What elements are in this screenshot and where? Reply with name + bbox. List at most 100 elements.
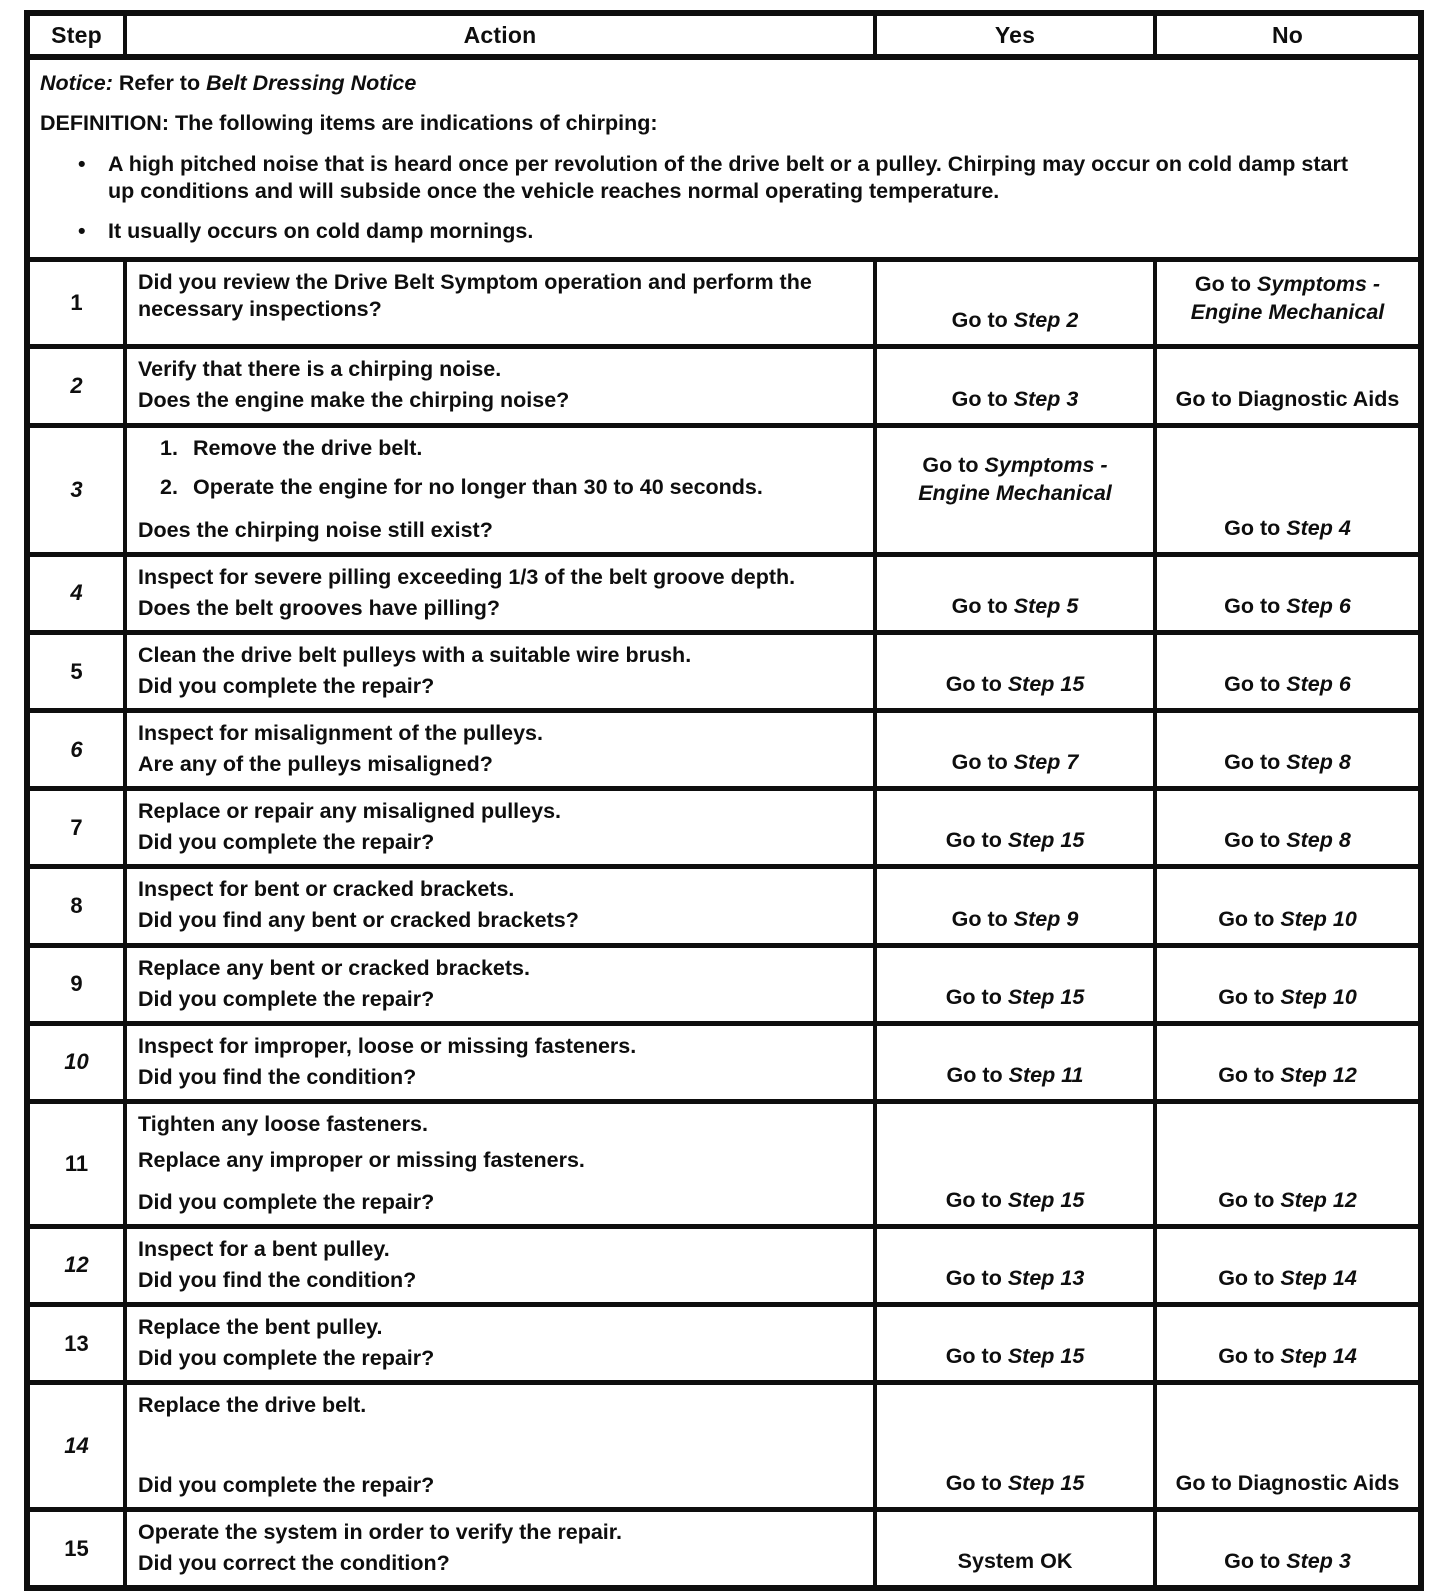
result-text: Engine Mechanical (918, 480, 1112, 505)
result-text: Go to Diagnostic Aids (1175, 386, 1400, 411)
action-lines: Inspect for severe pilling exceeding 1/3… (138, 564, 867, 591)
result-text: Step 15 (1007, 1471, 1085, 1496)
table-row: 10 Inspect for improper, loose or missin… (30, 1020, 1418, 1099)
action-cell: Inspect for improper, loose or missing f… (123, 1025, 873, 1099)
step-cell: 11 (30, 1104, 123, 1224)
bullet-text: It usually occurs on cold damp mornings. (108, 219, 534, 244)
result-text: Step 13 (1007, 1266, 1085, 1291)
item-text: Remove the drive belt. (193, 435, 423, 460)
action-line: Inspect for improper, loose or missing f… (138, 1033, 637, 1058)
table-row: 7 Replace or repair any misaligned pulle… (30, 786, 1418, 865)
action-lines: Inspect for bent or cracked brackets. (138, 876, 867, 903)
yes-cell: Go to Step 15 (873, 791, 1153, 865)
step-number: 5 (70, 658, 83, 684)
action-lines: Replace the bent pulley. (138, 1314, 867, 1341)
action-cell: Inspect for severe pilling exceeding 1/3… (123, 556, 873, 630)
question-line: Did you find any bent or cracked bracket… (138, 908, 579, 933)
no-cell: Go to Diagnostic Aids (1153, 1385, 1418, 1508)
action-line: Did you review the Drive Belt Symptom op… (138, 270, 812, 322)
action-lines: Operate the system in order to verify th… (138, 1519, 867, 1546)
action-lines: Verify that there is a chirping noise. (138, 356, 867, 383)
table-row: 12 Inspect for a bent pulley. Did you fi… (30, 1223, 1418, 1303)
question-line: Are any of the pulleys misaligned? (138, 752, 493, 777)
yes-result: Go to Symptoms - Engine Mechanical (885, 452, 1145, 508)
no-result: Go to Diagnostic Aids (1165, 386, 1410, 414)
action-cell: 1. Remove the drive belt. 2. Operate the en… (123, 427, 873, 552)
step-cell: 6 (30, 713, 123, 786)
yes-cell: Go to Step 13 (873, 1228, 1153, 1303)
result-text: Go to (945, 984, 1008, 1009)
no-result: Go to Diagnostic Aids (1165, 1470, 1410, 1498)
result-text: Step 8 (1286, 828, 1351, 853)
step-cell: 14 (30, 1385, 123, 1507)
result-text: Step 14 (1280, 1266, 1357, 1291)
yes-result: Go to Step 3 (885, 386, 1145, 414)
no-cell: Go to Step 3 (1153, 1512, 1418, 1586)
yes-cell: Go to Step 15 (873, 1307, 1153, 1381)
diagnostic-table: Step Action Yes No Notice: Refer to Belt… (24, 10, 1424, 1591)
step-cell: 4 (30, 557, 123, 630)
step-cell: 2 (30, 349, 123, 422)
step-cell: 8 (30, 869, 123, 942)
result-text: Go to (951, 906, 1014, 931)
header-action: Action (123, 16, 873, 54)
no-cell: Go to Step 4 (1153, 427, 1418, 552)
result-text: Go to (945, 1266, 1008, 1291)
action-lines: 1. Remove the drive belt. 2. Operate the en… (138, 435, 867, 513)
no-cell: Go to Step 6 (1153, 556, 1418, 630)
bullet-icon: • (78, 152, 86, 177)
yes-cell: Go to Step 15 (873, 634, 1153, 709)
yes-cell: Go to Step 9 (873, 869, 1153, 943)
table-body: 1 Did you review the Drive Belt Symptom … (30, 257, 1418, 1586)
step-number: 7 (70, 814, 83, 840)
step-cell: 12 (30, 1229, 123, 1302)
notice-row: Notice: Refer to Belt Dressing Notice DE… (30, 54, 1418, 257)
no-cell: Go to Step 8 (1153, 791, 1418, 865)
result-text: Go to (1218, 1062, 1281, 1087)
yes-result: Go to Step 13 (885, 1265, 1145, 1293)
result-text: Go to (1224, 594, 1287, 618)
yes-result: Go to Step 2 (885, 307, 1145, 335)
action-line: Replace any improper or missing fastener… (138, 1147, 585, 1172)
yes-cell: Go to Step 15 (873, 1385, 1153, 1508)
action-cell: Replace any bent or cracked brackets. Di… (123, 947, 873, 1021)
question-line: Did you complete the repair? (138, 674, 435, 699)
result-text: Step 15 (1007, 984, 1085, 1009)
action-line: Clean the drive belt pulleys with a suit… (138, 642, 692, 667)
table-row: 6 Inspect for misalignment of the pulley… (30, 708, 1418, 787)
action-lines: Replace the drive belt. (138, 1392, 867, 1419)
question-line: Did you complete the repair? (138, 1473, 435, 1498)
result-text: Step 2 (1013, 308, 1079, 333)
action-line: Replace the drive belt. (138, 1393, 367, 1418)
yes-cell: Go to Step 15 (873, 947, 1153, 1021)
action-lines: Inspect for a bent pulley. (138, 1236, 867, 1263)
result-text: Step 7 (1013, 750, 1079, 775)
table-row: 8 Inspect for bent or cracked brackets. … (30, 864, 1418, 943)
result-text: Step 3 (1286, 1549, 1351, 1574)
no-cell: Go to Step 10 (1153, 947, 1418, 1021)
question-line: Does the belt grooves have pilling? (138, 595, 500, 620)
step-number: 14 (64, 1433, 89, 1459)
result-text: Step 12 (1280, 1062, 1357, 1087)
result-text: Go to (951, 750, 1014, 775)
table-row: 11 Tighten any loose fasteners. Replace a… (30, 1098, 1418, 1224)
table-row: 1 Did you review the Drive Belt Symptom … (30, 257, 1418, 345)
question-line: Did you find the condition? (138, 1064, 417, 1089)
result-text: Go to (1218, 1344, 1281, 1369)
question-line: Did you find the condition? (138, 1267, 417, 1292)
question-line: Did you correct the condition? (138, 1551, 450, 1576)
result-text: Go to Diagnostic Aids (1175, 1471, 1400, 1496)
item-number: 2. (160, 474, 178, 499)
no-result: Go to Step 3 (1165, 1548, 1410, 1576)
result-text: Step 15 (1007, 1344, 1085, 1369)
result-text: Go to (1224, 672, 1287, 697)
step-number: 1 (70, 290, 83, 316)
bullet-item: • A high pitched noise that is heard once… (78, 151, 1404, 205)
yes-result: Go to Step 11 (885, 1062, 1145, 1090)
result-text: Step 5 (1013, 594, 1079, 618)
action-cell: Tighten any loose fasteners. Replace any … (123, 1103, 873, 1224)
yes-result: Go to Step 15 (885, 984, 1145, 1012)
header-step: Step (51, 21, 102, 48)
yes-result: Go to Step 7 (885, 749, 1145, 777)
result-text: Step 11 (1008, 1062, 1084, 1087)
